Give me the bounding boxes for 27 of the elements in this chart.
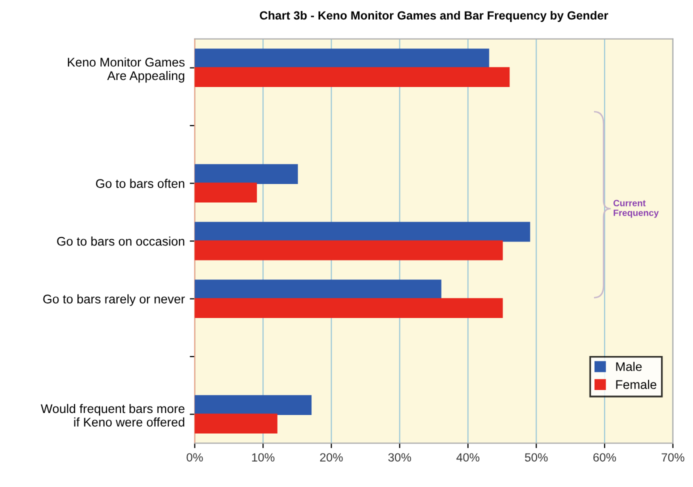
x-tick-label: 10% — [252, 453, 274, 462]
y-tick-label: Keno Monitor Games Are Appealing — [68, 57, 185, 83]
bar — [194, 222, 530, 242]
bar — [194, 182, 257, 202]
bar — [194, 240, 503, 260]
x-tick-label: 40% — [456, 453, 480, 462]
x-tick-label: 0% — [186, 453, 203, 462]
bar — [194, 48, 490, 69]
annotation: Current Frequency — [614, 200, 659, 218]
legend-label: Male — [616, 362, 642, 372]
x-tick-label: 70% — [662, 453, 684, 462]
x-tick-label: 50% — [524, 453, 548, 462]
chart-title: Chart 3b - Keno Monitor Games and Bar Frequency by Gender — [260, 10, 608, 22]
bar — [194, 280, 442, 300]
y-tick-label: Would frequent bars more if Keno were offered — [40, 404, 184, 427]
y-tick-label: Go to bars often — [96, 178, 184, 188]
bar — [194, 414, 278, 434]
y-tick-label: Go to bars rarely or never — [43, 294, 185, 306]
x-tick-label: 30% — [388, 453, 412, 462]
bar — [194, 395, 312, 415]
y-tick-label: Go to bars on occasion — [57, 236, 184, 246]
legend-label: Female — [616, 380, 656, 390]
x-tick-label: 60% — [593, 453, 616, 462]
bar — [194, 298, 503, 318]
bar — [194, 67, 510, 88]
bar — [194, 164, 298, 184]
x-tick-label: 20% — [320, 453, 343, 462]
